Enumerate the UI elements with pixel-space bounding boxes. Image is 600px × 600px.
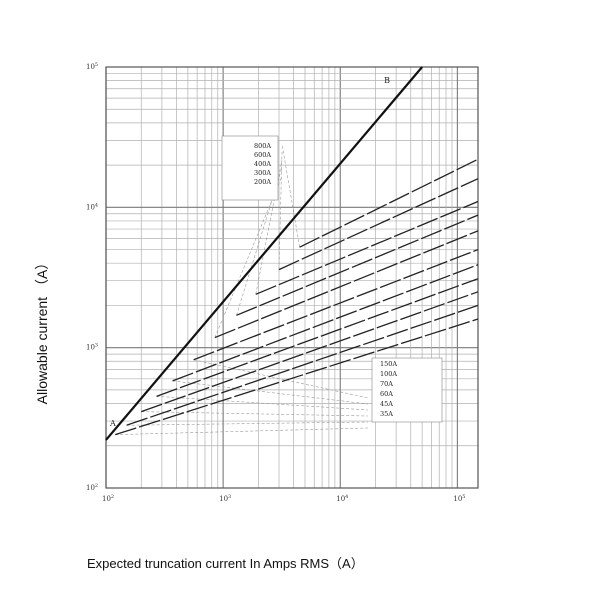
series-line-300A xyxy=(236,214,479,316)
y-tick-label: 102 xyxy=(86,483,98,492)
legend-item: 150A xyxy=(380,360,397,368)
legend-item: 45A xyxy=(380,400,393,408)
x-tick-label: 105 xyxy=(453,494,465,503)
legend-item: 400A xyxy=(254,160,271,168)
series-line-150A xyxy=(193,248,479,361)
legend-item: 600A xyxy=(254,151,271,159)
y-tick-label: 105 xyxy=(86,62,98,71)
y-axis-label: Allowable current （A） xyxy=(34,255,50,405)
legend-item: 35A xyxy=(380,410,393,418)
series-line-400A xyxy=(255,200,479,295)
leader-line xyxy=(126,421,369,426)
legend-item: 70A xyxy=(380,380,393,388)
series-line-35A xyxy=(115,318,479,436)
legend-lower-box xyxy=(371,357,443,423)
x-tick-label: 104 xyxy=(336,494,348,503)
x-tick-label: 103 xyxy=(219,494,231,503)
series-line-100A xyxy=(172,264,479,382)
leader-line xyxy=(214,175,283,338)
legend-upper-box xyxy=(221,135,279,201)
legend-item: 60A xyxy=(380,390,393,398)
leader-line xyxy=(172,380,369,405)
point-label-b: B xyxy=(384,76,390,85)
y-tick-label: 104 xyxy=(86,202,98,211)
series-line-200A xyxy=(214,230,479,339)
series-line-70A xyxy=(156,278,479,397)
legend-item: 100A xyxy=(380,370,397,378)
leader-line xyxy=(281,143,300,248)
x-tick-label: 102 xyxy=(102,494,114,503)
plot-frame xyxy=(105,66,479,489)
legend-item: 300A xyxy=(254,169,271,177)
legend-item: 200A xyxy=(254,178,271,186)
leader-line xyxy=(156,396,369,411)
series-line-45A xyxy=(126,304,479,426)
series-line-600A xyxy=(278,178,479,271)
leader-line xyxy=(115,427,369,435)
y-tick-label: 103 xyxy=(86,343,98,352)
series-line-60A xyxy=(141,291,479,413)
leader-line xyxy=(236,167,283,316)
point-label-a: A xyxy=(109,419,116,428)
leader-line xyxy=(141,411,369,417)
x-axis-label: Expected truncation current In Amps RMS（… xyxy=(87,556,364,571)
series-line-800A xyxy=(299,158,479,248)
leader-line xyxy=(255,159,283,295)
legend-item: 800A xyxy=(254,142,271,150)
reference-line xyxy=(105,66,423,441)
